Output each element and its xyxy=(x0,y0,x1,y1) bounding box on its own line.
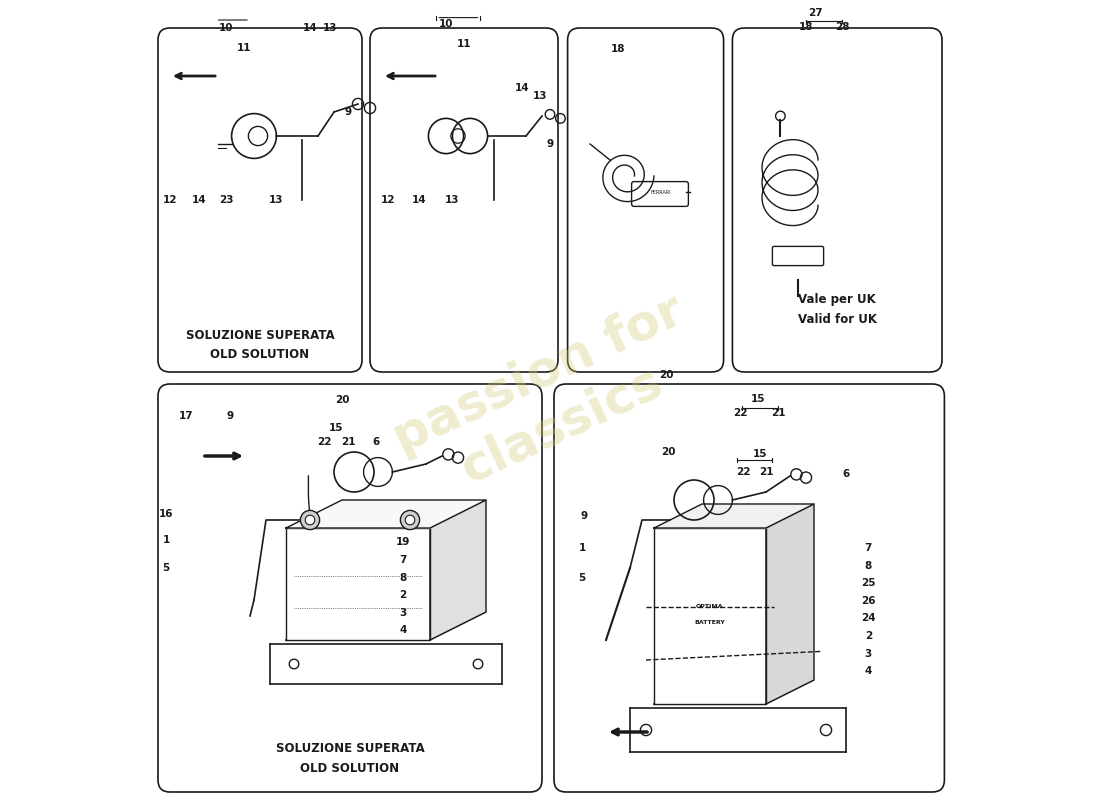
Polygon shape xyxy=(286,528,430,640)
Text: 4: 4 xyxy=(865,666,872,676)
FancyBboxPatch shape xyxy=(631,182,689,206)
Polygon shape xyxy=(430,500,486,640)
Text: 6: 6 xyxy=(372,437,379,446)
Text: Vale per UK: Vale per UK xyxy=(799,294,876,306)
Polygon shape xyxy=(286,500,486,528)
Text: 21: 21 xyxy=(759,467,773,477)
Text: FERRARI: FERRARI xyxy=(650,190,671,194)
Text: 13: 13 xyxy=(534,91,548,101)
Text: 7: 7 xyxy=(865,543,872,553)
Text: SOLUZIONE SUPERATA: SOLUZIONE SUPERATA xyxy=(186,330,334,342)
Text: 21: 21 xyxy=(341,437,355,446)
Text: OLD SOLUTION: OLD SOLUTION xyxy=(300,762,399,774)
Text: Valid for UK: Valid for UK xyxy=(798,314,877,326)
Text: 11: 11 xyxy=(458,39,472,49)
Text: 13: 13 xyxy=(270,195,284,205)
Text: 2: 2 xyxy=(399,590,406,600)
Text: 25: 25 xyxy=(861,578,876,588)
Polygon shape xyxy=(654,504,814,528)
Text: 24: 24 xyxy=(861,614,876,623)
Text: 9: 9 xyxy=(227,411,233,421)
Text: 16: 16 xyxy=(158,509,174,518)
FancyBboxPatch shape xyxy=(772,246,824,266)
Text: 1: 1 xyxy=(579,543,585,553)
Text: 5: 5 xyxy=(163,563,169,573)
Text: 8: 8 xyxy=(865,561,872,570)
Text: 22: 22 xyxy=(736,467,751,477)
Text: 19: 19 xyxy=(396,538,410,547)
Text: OPTIMA: OPTIMA xyxy=(696,604,724,609)
Text: 18: 18 xyxy=(610,44,625,54)
Circle shape xyxy=(400,510,419,530)
Text: 3: 3 xyxy=(399,608,406,618)
Text: 20: 20 xyxy=(334,395,350,405)
Text: 10: 10 xyxy=(219,23,233,33)
Text: 13: 13 xyxy=(322,23,338,33)
Text: 14: 14 xyxy=(302,23,317,33)
Circle shape xyxy=(300,510,320,530)
Text: 5: 5 xyxy=(579,573,585,582)
Text: SOLUZIONE SUPERATA: SOLUZIONE SUPERATA xyxy=(276,742,425,754)
Text: 9: 9 xyxy=(580,511,587,521)
Text: 27: 27 xyxy=(808,8,823,18)
Text: 26: 26 xyxy=(861,596,876,606)
Circle shape xyxy=(405,515,415,525)
Text: 18: 18 xyxy=(799,22,813,31)
Text: 9: 9 xyxy=(547,139,553,149)
Text: 10: 10 xyxy=(439,19,453,29)
Text: 14: 14 xyxy=(192,195,207,205)
Text: 14: 14 xyxy=(515,83,529,93)
Text: 22: 22 xyxy=(317,437,332,446)
Text: 15: 15 xyxy=(329,423,343,433)
Text: 9: 9 xyxy=(344,107,352,117)
Text: 12: 12 xyxy=(381,195,396,205)
Text: 3: 3 xyxy=(865,649,872,658)
Text: 20: 20 xyxy=(661,447,675,457)
Text: 15: 15 xyxy=(752,450,767,459)
Text: OLD SOLUTION: OLD SOLUTION xyxy=(210,348,309,361)
Text: 8: 8 xyxy=(399,573,406,582)
Text: 17: 17 xyxy=(178,411,194,421)
Text: 28: 28 xyxy=(835,22,849,31)
Text: 14: 14 xyxy=(411,195,426,205)
Polygon shape xyxy=(654,680,814,704)
Text: 20: 20 xyxy=(659,370,673,379)
Text: 4: 4 xyxy=(399,626,407,635)
Text: 13: 13 xyxy=(446,195,460,205)
Text: 7: 7 xyxy=(399,555,407,565)
Polygon shape xyxy=(286,612,486,640)
Text: 23: 23 xyxy=(219,195,233,205)
Text: 22: 22 xyxy=(733,408,748,418)
Circle shape xyxy=(305,515,315,525)
Text: 11: 11 xyxy=(238,43,252,53)
Text: 15: 15 xyxy=(750,394,766,403)
Text: passion for
classics: passion for classics xyxy=(385,286,715,514)
Polygon shape xyxy=(766,504,814,704)
Text: BATTERY: BATTERY xyxy=(694,620,725,625)
Text: 6: 6 xyxy=(843,469,849,478)
Polygon shape xyxy=(654,528,766,704)
Text: 21: 21 xyxy=(771,408,785,418)
Text: 12: 12 xyxy=(163,195,177,205)
Text: 1: 1 xyxy=(163,535,169,545)
Text: 2: 2 xyxy=(865,631,872,641)
